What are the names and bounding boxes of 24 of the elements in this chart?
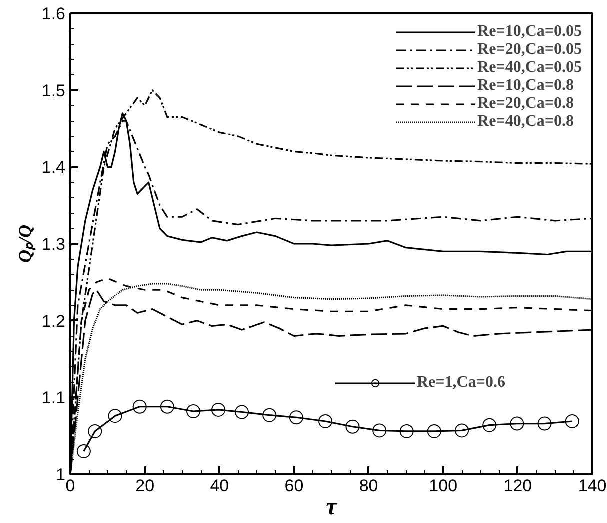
legend-label: Re=40,Ca=0.8 xyxy=(478,113,574,131)
legend-label: Re=1,Ca=0.6 xyxy=(417,374,506,392)
x-tick-label: 140 xyxy=(578,476,607,496)
legend-label: Re=20,Ca=0.05 xyxy=(478,41,582,59)
y-tick-label: 1.6 xyxy=(42,4,66,24)
x-tick-label: 40 xyxy=(210,476,230,496)
y-tick-label: 1 xyxy=(56,466,66,484)
x-tick-label: 80 xyxy=(359,476,378,496)
y-tick-label: 1.5 xyxy=(42,81,66,100)
legend-label: Re=10,Ca=0.05 xyxy=(478,23,582,41)
y-tick-label: 1.4 xyxy=(42,158,66,178)
x-tick-label: 60 xyxy=(284,476,304,496)
x-tick-label: 120 xyxy=(504,476,532,496)
y-tick-label: 1.2 xyxy=(42,312,66,331)
x-tick-label: 0 xyxy=(66,476,76,496)
y-tick-label: 1.3 xyxy=(42,235,66,254)
x-tick-label: 100 xyxy=(429,476,458,496)
y-axis-title: Qₚ/Q xyxy=(14,225,36,263)
x-tick-label: 20 xyxy=(136,476,155,496)
legend-label: Re=40,Ca=0.05 xyxy=(478,59,582,77)
y-tick-label: 1.1 xyxy=(42,388,66,408)
legend-label: Re=20,Ca=0.8 xyxy=(478,95,574,113)
x-axis-title: τ xyxy=(326,494,338,520)
legend-label: Re=10,Ca=0.8 xyxy=(478,77,574,95)
